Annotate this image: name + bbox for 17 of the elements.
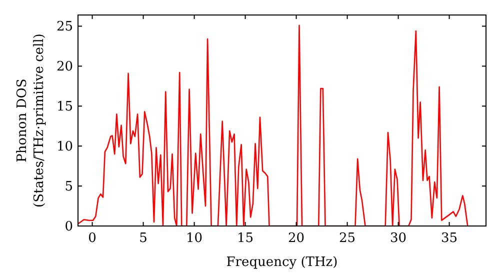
y-tick-label: 15	[56, 100, 73, 115]
x-tick-label: 0	[88, 231, 96, 246]
x-tick-label: 35	[441, 231, 458, 246]
x-tick-label: 15	[237, 231, 254, 246]
x-tick-label: 20	[288, 231, 305, 246]
y-tick-label: 10	[56, 140, 73, 155]
line-series	[78, 24, 468, 226]
x-axis-title: Frequency (THz)	[226, 255, 338, 270]
y-tick-label: 20	[56, 60, 73, 75]
y-tick-label: 0	[64, 220, 73, 235]
x-tick-label: 10	[186, 231, 203, 246]
x-tick-label: 5	[139, 231, 148, 246]
x-tick-label: 25	[339, 231, 356, 246]
x-tick-label: 30	[390, 231, 407, 246]
y-tick-label: 25	[56, 20, 73, 35]
y-tick-label: 5	[64, 180, 73, 195]
y-axis-title: Phonon DOS (States/THz·primitive cell)	[15, 33, 47, 208]
